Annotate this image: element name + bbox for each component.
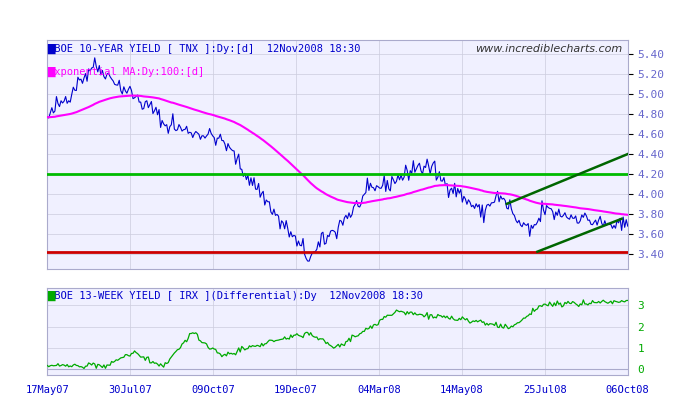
Text: www.incrediblecharts.com: www.incrediblecharts.com xyxy=(475,44,622,54)
Text: CBOE 13-WEEK YIELD [ IRX ](Differential):Dy  12Nov2008 18:30: CBOE 13-WEEK YIELD [ IRX ](Differential)… xyxy=(49,291,423,301)
Text: Exponential MA:Dy:100:[d]: Exponential MA:Dy:100:[d] xyxy=(49,67,205,77)
Text: █: █ xyxy=(47,67,55,77)
Text: CBOE 10-YEAR YIELD [ TNX ]:Dy:[d]  12Nov2008 18:30: CBOE 10-YEAR YIELD [ TNX ]:Dy:[d] 12Nov2… xyxy=(49,44,361,54)
Text: █: █ xyxy=(47,291,55,301)
Text: █: █ xyxy=(47,44,55,54)
